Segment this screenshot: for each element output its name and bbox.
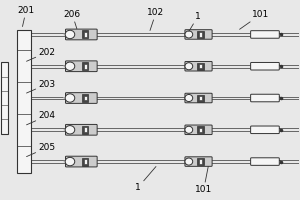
Text: 205: 205 [26,143,56,157]
Ellipse shape [185,31,193,38]
Bar [199,159,202,164]
Ellipse shape [65,62,75,70]
Text: 202: 202 [26,48,56,61]
Bar [197,158,204,165]
Bar [199,64,202,68]
FancyBboxPatch shape [185,93,212,103]
Polygon shape [63,161,69,162]
Bar [199,32,202,37]
Bar [197,63,204,70]
Bar [199,96,202,100]
FancyBboxPatch shape [65,61,97,72]
FancyBboxPatch shape [250,158,279,165]
Bar [82,62,88,70]
Text: 101: 101 [195,167,212,194]
Bar [82,158,88,166]
Bar [84,64,87,69]
Ellipse shape [185,126,193,133]
Bar [84,159,87,164]
FancyBboxPatch shape [185,125,212,135]
Bar [84,32,87,37]
Text: 206: 206 [64,10,81,29]
Ellipse shape [65,30,75,39]
FancyBboxPatch shape [250,31,279,38]
Bar [197,31,204,38]
Bar [82,94,88,102]
Polygon shape [63,65,69,67]
Polygon shape [63,34,69,35]
Bar [82,126,88,134]
FancyBboxPatch shape [65,29,97,40]
Text: 201: 201 [17,6,34,27]
Bar [197,95,204,102]
FancyBboxPatch shape [250,94,279,102]
Bar [82,30,88,38]
Bar [17,30,31,173]
FancyBboxPatch shape [250,126,279,134]
FancyBboxPatch shape [65,156,97,167]
Text: 101: 101 [240,10,269,29]
FancyBboxPatch shape [65,93,97,103]
Bar [199,128,202,132]
Ellipse shape [185,63,193,70]
Bar [84,96,87,100]
Text: 102: 102 [147,8,164,30]
FancyBboxPatch shape [250,62,279,70]
Bar [84,127,87,132]
FancyBboxPatch shape [185,30,212,39]
FancyBboxPatch shape [185,61,212,71]
Ellipse shape [65,126,75,134]
Bar [197,126,204,133]
Polygon shape [63,129,69,131]
FancyBboxPatch shape [65,124,97,135]
Text: 1: 1 [189,12,201,31]
Ellipse shape [65,157,75,166]
Ellipse shape [65,94,75,102]
Text: 203: 203 [26,80,56,93]
Ellipse shape [185,94,193,102]
FancyBboxPatch shape [185,157,212,166]
Ellipse shape [185,158,193,165]
Bar [1,62,8,134]
Text: 204: 204 [26,111,56,125]
Polygon shape [63,97,69,99]
Text: 1: 1 [135,167,156,192]
